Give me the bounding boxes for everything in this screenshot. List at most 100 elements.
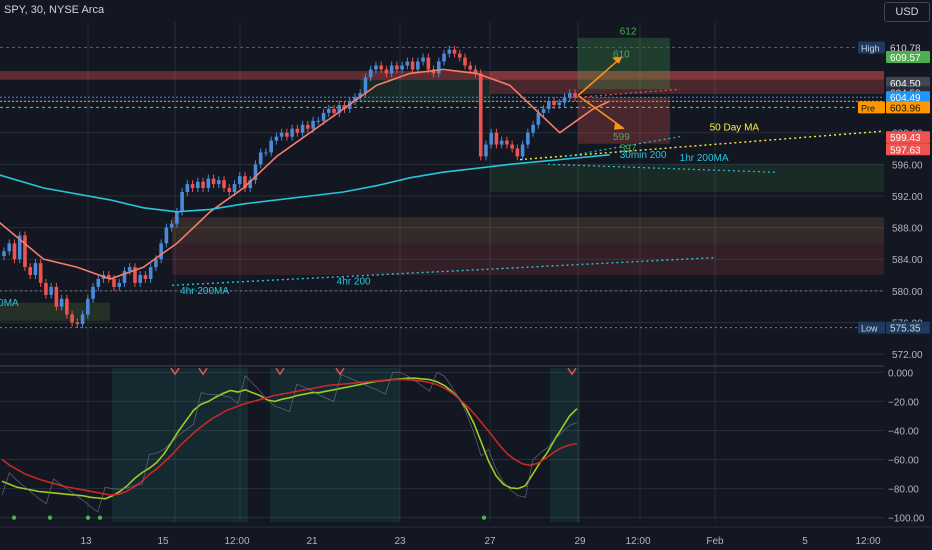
grid <box>0 22 884 522</box>
oscillator-fast-line <box>1 377 578 500</box>
trendline-50-day <box>519 130 885 161</box>
time-axis-tick: Feb <box>706 536 724 547</box>
candle-body <box>421 57 425 62</box>
currency-selector[interactable]: USD <box>884 2 930 22</box>
candle-body <box>80 314 85 325</box>
candle-body <box>70 314 74 323</box>
candle-body <box>531 124 535 133</box>
candle-body <box>332 108 336 113</box>
candle-body <box>106 275 111 279</box>
candle-body <box>311 120 315 129</box>
candle-body <box>395 65 399 70</box>
oscillator-band <box>270 368 400 522</box>
candle-body <box>426 57 431 70</box>
candle-body <box>190 184 195 189</box>
candle-body <box>316 120 321 122</box>
candle-body <box>452 49 457 54</box>
oscillator-axis-tick: −60.00 <box>888 456 919 467</box>
candles <box>2 45 577 328</box>
reference-lines <box>0 46 885 329</box>
candle-body <box>321 112 326 121</box>
price-axis-tick: 588.00 <box>892 224 923 235</box>
candle-body <box>353 97 357 102</box>
candle-body <box>138 275 143 283</box>
price-label-box <box>886 41 930 54</box>
candle-body <box>337 105 342 113</box>
oscillator-slow-line <box>1 378 578 496</box>
candle-body <box>201 181 205 189</box>
oscillator-axis-tick: −40.00 <box>888 426 919 437</box>
candle-body <box>269 140 273 153</box>
zones <box>0 37 884 321</box>
candle-body <box>552 101 556 106</box>
annotation-label: 599 <box>613 132 630 143</box>
time-axis-tick: 15 <box>157 536 169 547</box>
annotation-label: 50 Day MA <box>710 122 760 133</box>
candle-body <box>447 49 452 54</box>
candle-body <box>279 132 284 137</box>
buy-marker <box>85 515 91 520</box>
candle-body <box>54 286 59 307</box>
projection-up-head <box>612 56 622 64</box>
candle-body <box>23 235 27 268</box>
candle-body <box>227 188 232 192</box>
candle-body <box>567 93 572 98</box>
price-label: 610.78 <box>890 43 921 54</box>
candle-body <box>17 235 22 260</box>
target-down-box <box>578 97 670 144</box>
price-label-box <box>886 321 930 334</box>
gap-zone <box>360 78 490 103</box>
price-axis-tick: 584.00 <box>892 255 923 266</box>
candle-body <box>384 69 389 74</box>
candle-body <box>38 263 43 283</box>
time-axis-tick: 12:00 <box>855 536 880 547</box>
candle-body <box>295 128 300 133</box>
candle-body <box>154 259 158 268</box>
candle-body <box>7 243 12 252</box>
candle-body <box>463 57 467 66</box>
time-axis-tick: 23 <box>394 536 406 547</box>
candle-body <box>122 271 127 283</box>
candle-body <box>306 124 310 129</box>
candle-body <box>232 184 237 192</box>
annotation-label: 4hr 200 <box>337 277 371 288</box>
time-axis-tick: 29 <box>574 536 586 547</box>
candle-body <box>405 61 410 66</box>
oscillator-band <box>550 368 580 522</box>
candle-body <box>169 223 174 228</box>
candle-body <box>442 53 446 62</box>
candle-body <box>258 152 263 165</box>
candle-body <box>473 69 478 74</box>
candle-body <box>96 278 101 287</box>
candle-body <box>326 108 331 113</box>
candle-body <box>368 69 373 78</box>
price-tag: Low <box>861 324 878 334</box>
candle-body <box>342 105 347 109</box>
annotation-label: 30min 200 <box>620 150 667 161</box>
candle-body <box>478 73 483 157</box>
candle-body <box>112 278 116 287</box>
price-label-box <box>886 76 930 89</box>
price-label-box <box>886 51 930 64</box>
candle-body <box>436 61 441 74</box>
annotation-label: 4hr 200MA <box>180 286 229 297</box>
candle-body <box>143 275 148 279</box>
demand-zone <box>490 164 884 192</box>
candle-body <box>562 97 567 103</box>
candle-body <box>494 132 499 145</box>
candle-body <box>515 148 520 157</box>
time-axis-tick: 5 <box>802 536 808 547</box>
candle-body <box>248 180 253 189</box>
candle-body <box>379 65 383 70</box>
price-tag: High <box>861 43 880 53</box>
candle-body <box>222 180 226 189</box>
candle-body <box>520 144 525 157</box>
resistance-band <box>0 71 884 80</box>
time-axis-tick: 12:00 <box>625 536 650 547</box>
resistance-zone <box>172 217 884 276</box>
candle-body <box>2 251 6 257</box>
time-axis-tick: 12:00 <box>224 536 249 547</box>
